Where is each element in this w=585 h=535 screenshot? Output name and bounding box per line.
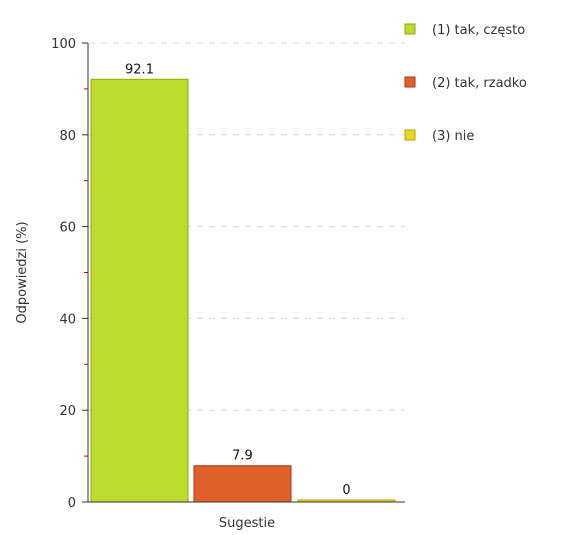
data-label-series-2: 7.9 [232, 449, 253, 464]
y-tick-label: 40 [59, 312, 76, 327]
bars [90, 78, 396, 503]
y-axis-label: Odpowiedzi (%) [15, 221, 30, 323]
y-tick-label: 60 [59, 221, 76, 236]
legend: (1) tak, często (2) tak, rzadko (3) nie [404, 23, 527, 144]
y-tick-label: 20 [59, 404, 76, 419]
legend-swatch-1 [404, 23, 416, 35]
legend-swatch-3 [404, 129, 416, 141]
bar-series-2 [193, 465, 292, 503]
legend-label-3: (3) nie [432, 129, 474, 144]
x-category-label: Sugestie [219, 516, 275, 531]
data-label-series-3: 0 [342, 483, 350, 498]
legend-swatch-2 [404, 76, 416, 88]
y-tick-label: 0 [68, 496, 76, 511]
y-axis-ticks: 0 20 40 60 80 100 [51, 37, 88, 511]
y-tick-label: 100 [51, 37, 76, 52]
y-tick-label: 80 [59, 129, 76, 144]
data-label-series-1: 92.1 [125, 62, 154, 77]
bar-series-1 [90, 78, 189, 503]
legend-label-1: (1) tak, często [432, 23, 525, 38]
data-labels: 92.1 7.9 0 [125, 62, 351, 498]
legend-label-2: (2) tak, rzadko [432, 76, 527, 91]
